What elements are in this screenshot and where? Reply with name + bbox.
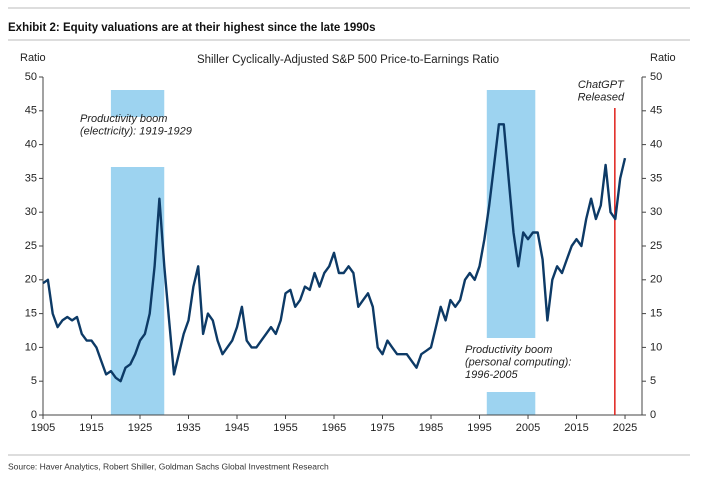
y2-tick-label: 40 (650, 139, 662, 151)
period-label: 1996-2005 (465, 369, 518, 381)
y2-tick-label: 10 (650, 341, 662, 353)
x-tick-label: 1985 (419, 422, 443, 434)
chart-title: Shiller Cyclically-Adjusted S&P 500 Pric… (197, 54, 499, 66)
y-tick-label: 50 (25, 71, 37, 83)
x-tick-label: 1925 (128, 422, 152, 434)
y2-axis-label: Ratio (650, 52, 676, 64)
y-tick-label: 30 (25, 206, 37, 218)
y-tick-label: 10 (25, 341, 37, 353)
y-tick-label: 40 (25, 139, 37, 151)
x-tick-label: 1915 (79, 422, 103, 434)
period-label: (personal computing): (465, 356, 571, 368)
x-tick-label: 1935 (176, 422, 200, 434)
x-tick-label: 2015 (564, 422, 588, 434)
y2-tick-label: 45 (650, 105, 662, 117)
y2-tick-label: 30 (650, 206, 662, 218)
y-tick-label: 25 (25, 240, 37, 252)
event-label: ChatGPT (578, 79, 625, 91)
event-label: Released (578, 91, 625, 103)
y-tick-label: 20 (25, 274, 37, 286)
period-label: (electricity): 1919-1929 (80, 125, 192, 137)
x-tick-label: 1965 (322, 422, 346, 434)
y-tick-label: 5 (31, 375, 37, 387)
x-tick-label: 1975 (370, 422, 394, 434)
source: Source: Haver Analytics, Robert Shiller,… (8, 461, 329, 471)
y2-tick-label: 50 (650, 71, 662, 83)
y2-tick-label: 25 (650, 240, 662, 252)
x-tick-label: 1905 (31, 422, 55, 434)
shaded-period (110, 90, 165, 117)
y2-tick-label: 15 (650, 308, 662, 320)
x-tick-label: 1995 (467, 422, 491, 434)
shaded-period (110, 167, 165, 415)
period-label: Productivity boom (80, 113, 167, 125)
x-tick-label: 1945 (225, 422, 249, 434)
shaded-period (486, 392, 536, 415)
y2-tick-label: 0 (650, 409, 656, 421)
header: Exhibit 2: Equity valuations are at thei… (8, 22, 375, 34)
x-tick-label: 1955 (273, 422, 297, 434)
y-tick-label: 0 (31, 409, 37, 421)
x-tick-label: 2005 (516, 422, 540, 434)
y2-tick-label: 20 (650, 274, 662, 286)
x-tick-label: 2025 (613, 422, 637, 434)
y-axis-label: Ratio (20, 52, 46, 64)
y-tick-label: 15 (25, 308, 37, 320)
y-tick-label: 35 (25, 172, 37, 184)
y-tick-label: 45 (25, 105, 37, 117)
cape-line (42, 123, 627, 383)
period-label: Productivity boom (465, 344, 552, 356)
y2-tick-label: 5 (650, 375, 656, 387)
y2-tick-label: 35 (650, 172, 662, 184)
